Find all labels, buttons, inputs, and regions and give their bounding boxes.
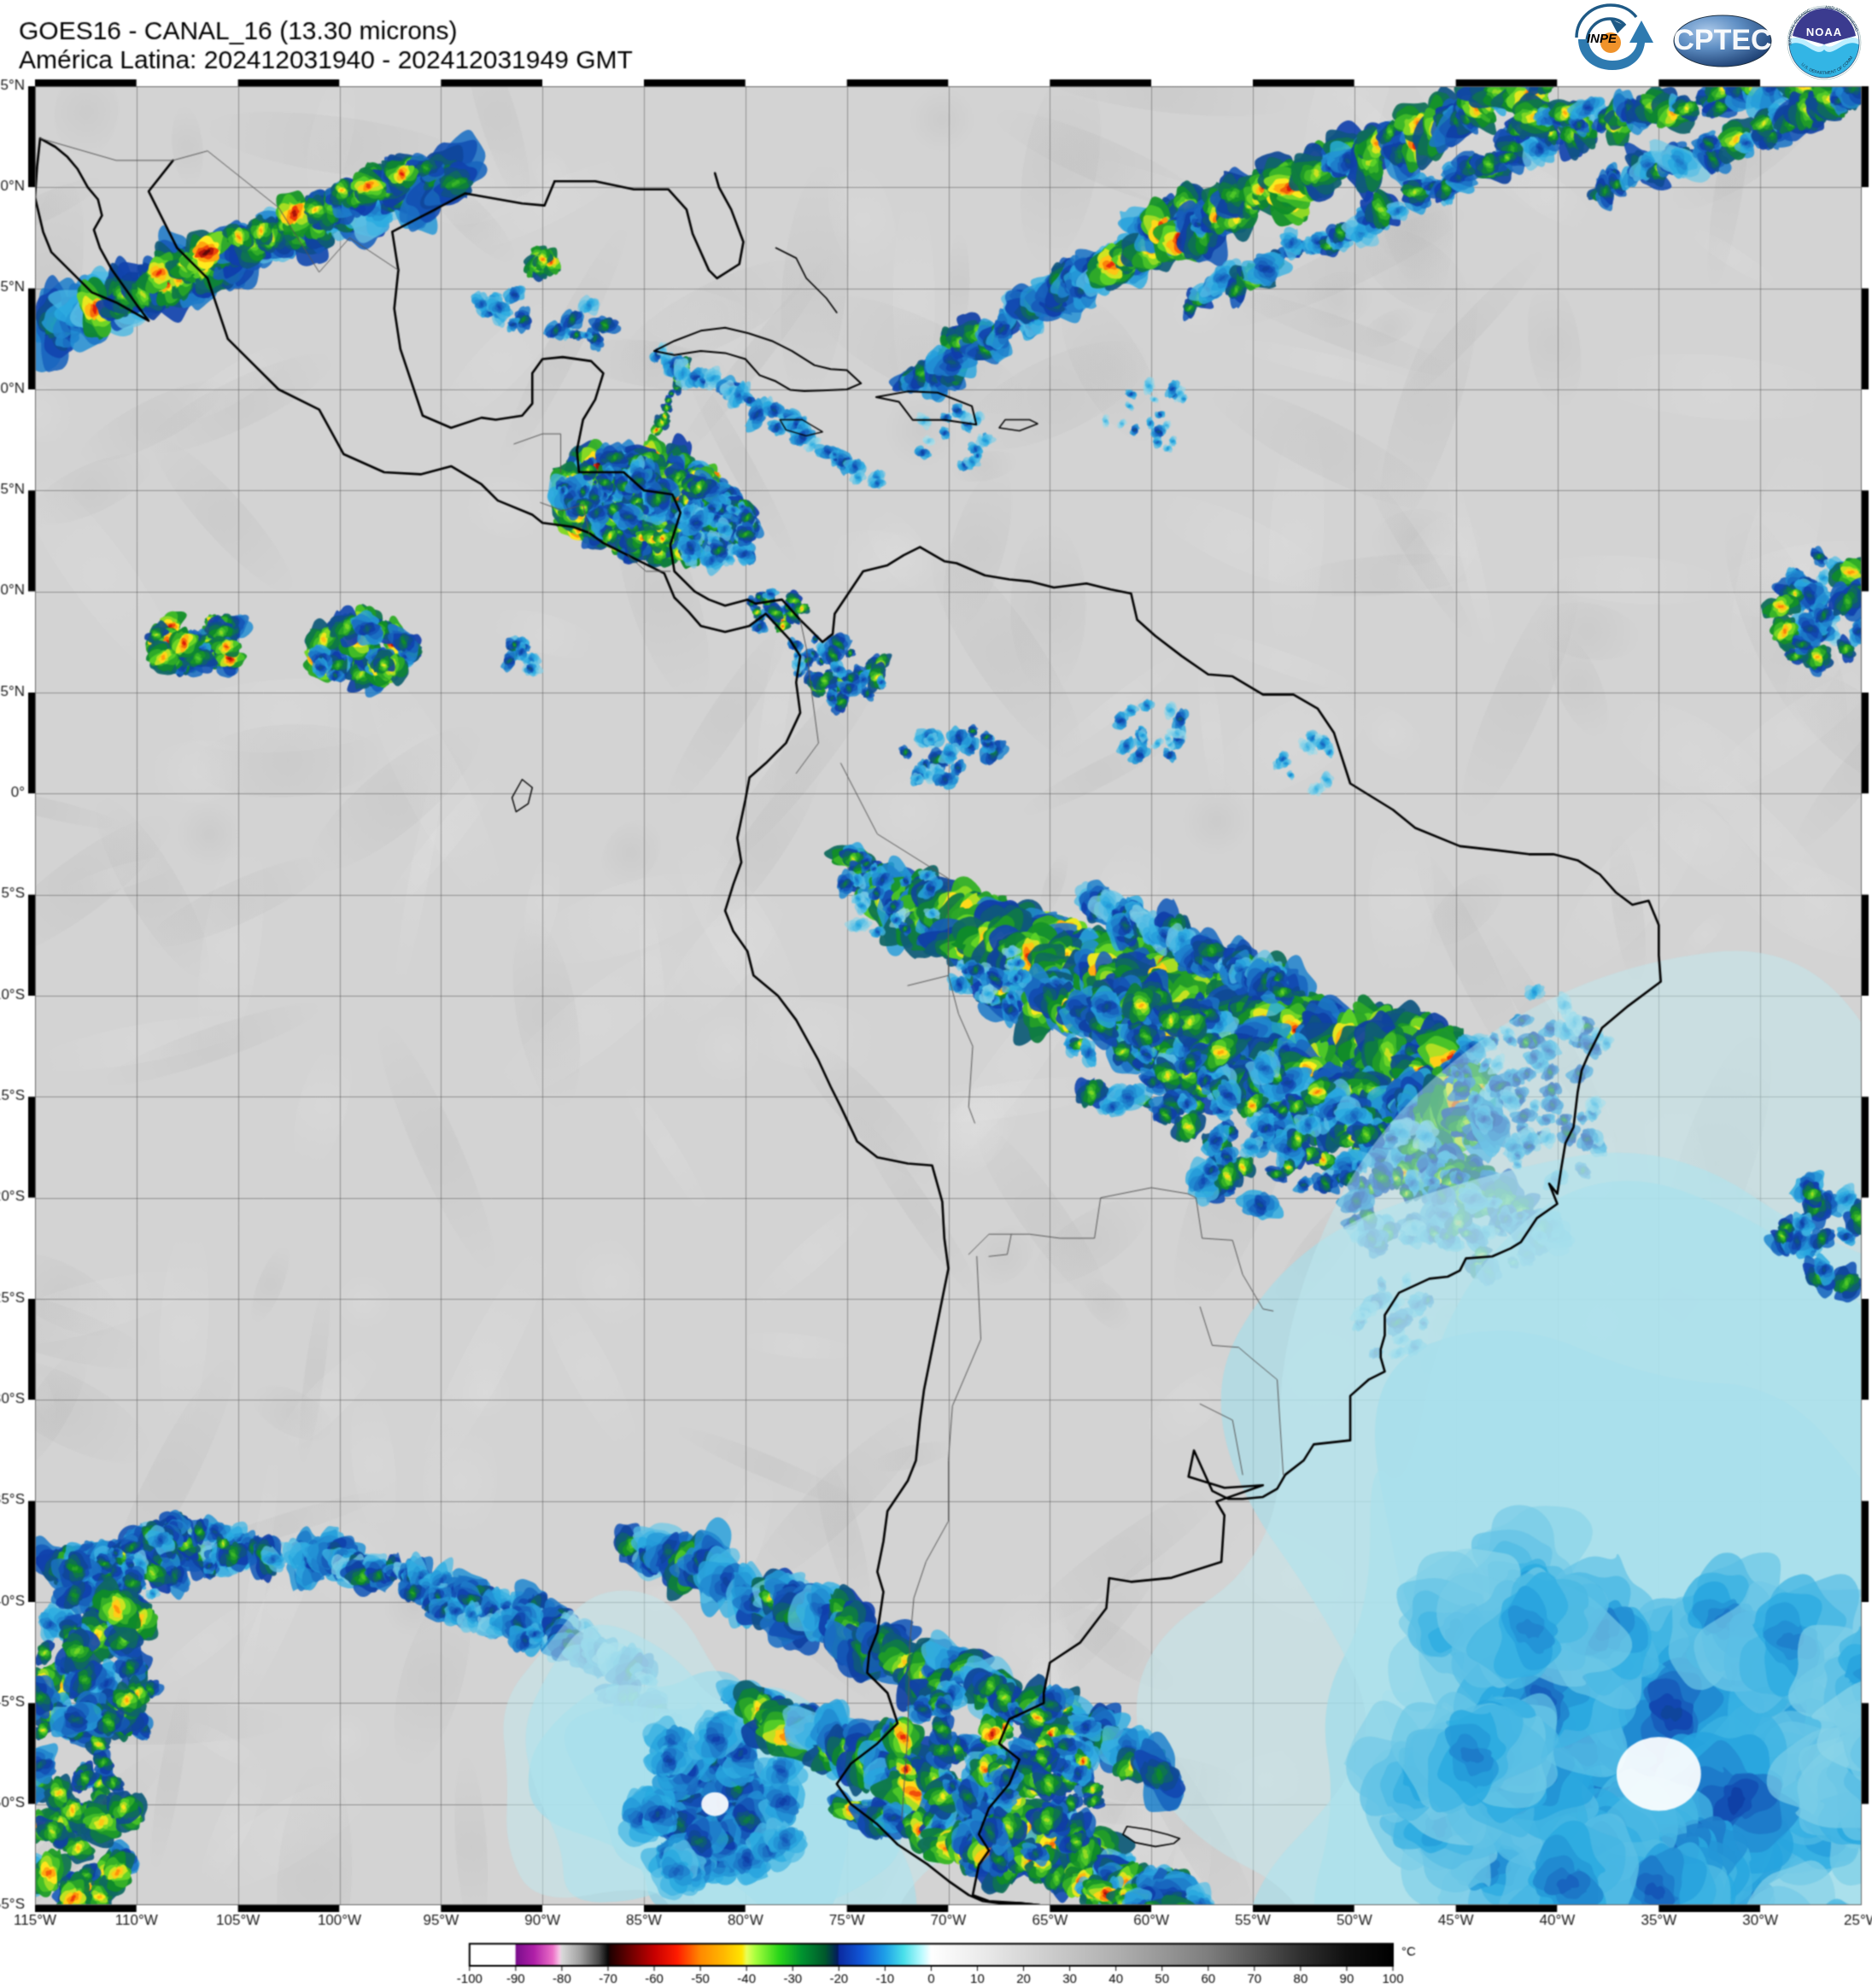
svg-text:CPTEC: CPTEC bbox=[1673, 24, 1771, 56]
svg-text:INPE: INPE bbox=[1587, 32, 1618, 46]
svg-text:NOAA: NOAA bbox=[1806, 26, 1842, 38]
